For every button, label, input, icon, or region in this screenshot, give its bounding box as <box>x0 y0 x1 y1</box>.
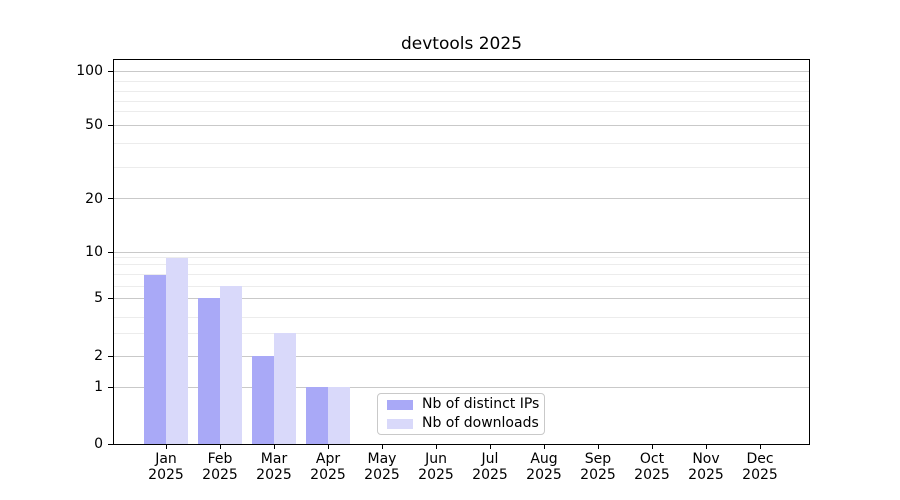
plot-area <box>113 59 810 445</box>
legend-swatch-downloads-icon <box>387 418 413 429</box>
x-tick-mark <box>274 445 275 449</box>
x-tick-label: Jul 2025 <box>472 451 508 483</box>
bar <box>166 257 188 444</box>
bar <box>220 286 242 444</box>
minor-gridline <box>114 316 809 318</box>
x-tick-mark <box>652 445 653 449</box>
x-tick-mark <box>760 445 761 449</box>
major-gridline <box>114 355 809 357</box>
bar <box>198 298 220 444</box>
x-tick-mark <box>706 445 707 449</box>
major-gridline <box>114 251 809 253</box>
major-gridline <box>114 297 809 299</box>
minor-gridline <box>114 332 809 334</box>
x-tick-label: Nov 2025 <box>688 451 724 483</box>
x-tick-label: Feb 2025 <box>202 451 238 483</box>
x-tick-label: Oct 2025 <box>634 451 670 483</box>
x-tick-mark <box>220 445 221 449</box>
bar <box>306 387 328 444</box>
major-gridline <box>114 70 809 72</box>
bar <box>144 274 166 444</box>
x-tick-label: May 2025 <box>364 451 400 483</box>
major-gridline <box>114 198 809 200</box>
x-tick-label: Mar 2025 <box>256 451 292 483</box>
bar <box>328 387 350 444</box>
x-tick-mark <box>166 445 167 449</box>
legend: Nb of distinct IPs Nb of downloads <box>377 393 545 435</box>
bar <box>274 333 296 444</box>
x-tick-label: Dec 2025 <box>742 451 778 483</box>
x-tick-mark <box>436 445 437 449</box>
y-tick-label: 20 <box>85 190 103 207</box>
y-tick-mark <box>108 386 113 388</box>
y-tick-mark <box>108 251 113 253</box>
major-gridline <box>114 124 809 126</box>
y-tick-label: 10 <box>85 244 103 261</box>
y-tick-label: 5 <box>94 290 103 307</box>
y-tick-mark <box>108 443 113 445</box>
legend-item: Nb of downloads <box>387 416 544 431</box>
minor-gridline <box>114 100 809 102</box>
y-tick-mark <box>108 297 113 299</box>
minor-gridline <box>114 285 809 287</box>
y-tick-label: 2 <box>94 348 103 365</box>
legend-swatch-distinct-ips-icon <box>387 399 413 410</box>
y-tick-label: 50 <box>85 117 103 134</box>
x-tick-label: Jan 2025 <box>148 451 184 483</box>
y-tick-mark <box>108 70 113 72</box>
y-tick-mark <box>108 355 113 357</box>
y-tick-mark <box>108 198 113 200</box>
legend-label-distinct-ips: Nb of distinct IPs <box>422 396 540 412</box>
y-tick-mark <box>108 124 113 126</box>
x-tick-mark <box>490 445 491 449</box>
x-tick-mark <box>382 445 383 449</box>
minor-gridline <box>114 90 809 92</box>
minor-gridline <box>114 80 809 82</box>
y-tick-label: 1 <box>94 379 103 396</box>
minor-gridline <box>114 166 809 168</box>
x-tick-mark <box>544 445 545 449</box>
major-gridline <box>114 386 809 388</box>
minor-gridline <box>114 263 809 265</box>
legend-label-downloads: Nb of downloads <box>422 415 539 431</box>
minor-gridline <box>114 142 809 144</box>
minor-gridline <box>114 257 809 259</box>
chart-title: devtools 2025 <box>400 34 523 54</box>
x-tick-label: Sep 2025 <box>580 451 616 483</box>
x-tick-label: Apr 2025 <box>310 451 346 483</box>
x-tick-label: Aug 2025 <box>526 451 562 483</box>
minor-gridline <box>114 110 809 112</box>
y-tick-label: 0 <box>94 436 103 452</box>
legend-item: Nb of distinct IPs <box>387 397 544 412</box>
x-tick-label: Jun 2025 <box>418 451 454 483</box>
x-tick-mark <box>328 445 329 449</box>
x-tick-mark <box>598 445 599 449</box>
minor-gridline <box>114 274 809 276</box>
bar <box>252 356 274 444</box>
y-tick-label: 100 <box>76 63 103 80</box>
